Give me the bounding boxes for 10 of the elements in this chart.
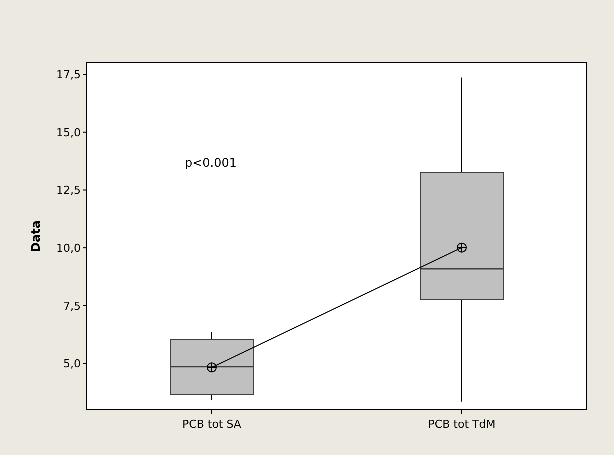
y-tick-label: 17,5 xyxy=(56,68,81,82)
x-tick-label: PCB tot TdM xyxy=(428,418,496,431)
y-axis-title: Data xyxy=(29,220,43,252)
y-tick-label: 7,5 xyxy=(64,300,81,313)
y-tick-label: 5,0 xyxy=(64,358,81,371)
x-tick-label: PCB tot SA xyxy=(182,418,242,431)
y-tick-label: 10,0 xyxy=(56,242,81,255)
y-tick-label: 12,5 xyxy=(56,184,81,198)
y-tick-label: 15,0 xyxy=(56,126,81,140)
annotation: p<0.001 xyxy=(185,156,238,170)
